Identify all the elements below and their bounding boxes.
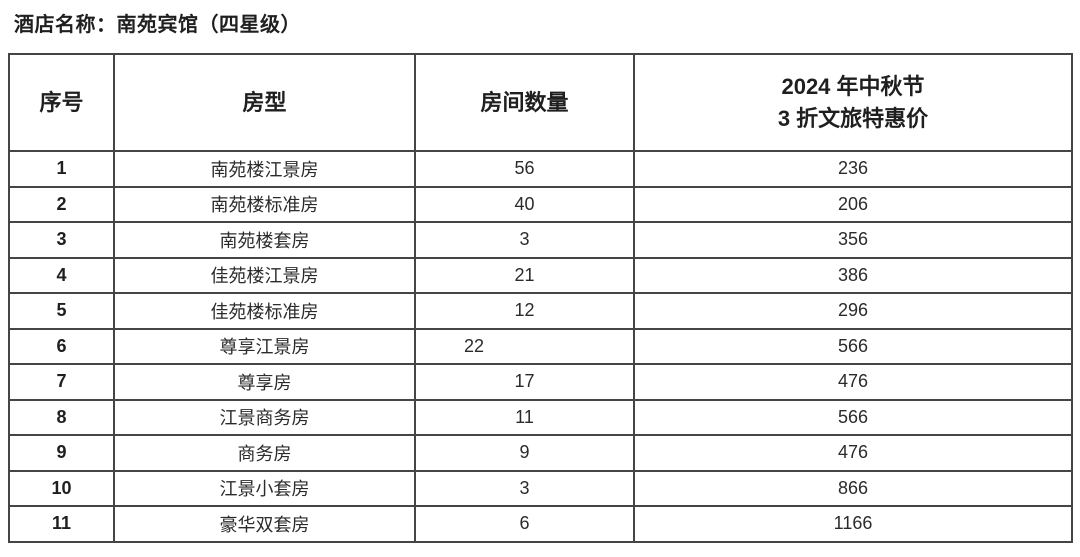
header-serial: 序号 xyxy=(8,53,115,152)
serial-cell: 11 xyxy=(8,505,115,543)
table-row: 1 南苑楼江景房 56 236 xyxy=(8,150,1073,188)
price-cell: 296 xyxy=(633,292,1073,330)
room-type-cell: 尊享江景房 xyxy=(113,327,416,365)
price-cell: 236 xyxy=(633,150,1073,188)
serial-cell: 2 xyxy=(8,185,115,223)
table-row: 8 江景商务房 11 566 xyxy=(8,398,1073,436)
quantity-cell: 6 xyxy=(414,505,635,543)
room-type-cell: 南苑楼套房 xyxy=(113,221,416,259)
price-cell: 206 xyxy=(633,185,1073,223)
price-cell: 356 xyxy=(633,221,1073,259)
quantity-cell: 21 xyxy=(414,256,635,294)
price-cell: 386 xyxy=(633,256,1073,294)
table-row: 11 豪华双套房 6 1166 xyxy=(8,505,1073,543)
table-row: 4 佳苑楼江景房 21 386 xyxy=(8,256,1073,294)
serial-cell: 6 xyxy=(8,327,115,365)
page-title: 酒店名称：南苑宾馆（四星级） xyxy=(14,14,301,36)
table-row: 3 南苑楼套房 3 356 xyxy=(8,221,1073,259)
serial-cell: 7 xyxy=(8,363,115,401)
header-quantity: 房间数量 xyxy=(414,53,635,152)
table-row: 10 江景小套房 3 866 xyxy=(8,469,1073,507)
quantity-cell: 11 xyxy=(414,398,635,436)
table-row: 7 尊享房 17 476 xyxy=(8,363,1073,401)
quantity-cell: 12 xyxy=(414,292,635,330)
quantity-cell: 17 xyxy=(414,363,635,401)
price-cell: 566 xyxy=(633,398,1073,436)
serial-cell: 3 xyxy=(8,221,115,259)
quantity-cell: 56 xyxy=(414,150,635,188)
quantity-cell: 22 xyxy=(414,327,635,365)
quantity-cell: 40 xyxy=(414,185,635,223)
room-type-cell: 南苑楼江景房 xyxy=(113,150,416,188)
price-cell: 566 xyxy=(633,327,1073,365)
quantity-cell: 9 xyxy=(414,434,635,472)
room-type-cell: 佳苑楼标准房 xyxy=(113,292,416,330)
room-type-cell: 佳苑楼江景房 xyxy=(113,256,416,294)
room-type-cell: 江景商务房 xyxy=(113,398,416,436)
table-row: 5 佳苑楼标准房 12 296 xyxy=(8,292,1073,330)
table-row: 9 商务房 9 476 xyxy=(8,434,1073,472)
room-type-cell: 江景小套房 xyxy=(113,469,416,507)
room-type-cell: 尊享房 xyxy=(113,363,416,401)
serial-cell: 9 xyxy=(8,434,115,472)
serial-cell: 5 xyxy=(8,292,115,330)
serial-cell: 8 xyxy=(8,398,115,436)
price-cell: 476 xyxy=(633,434,1073,472)
header-price-line2: 3 折文旅特惠价 xyxy=(777,105,929,131)
room-type-cell: 豪华双套房 xyxy=(113,505,416,543)
price-cell: 476 xyxy=(633,363,1073,401)
quantity-cell: 3 xyxy=(414,469,635,507)
serial-cell: 4 xyxy=(8,256,115,294)
table-row: 6 尊享江景房 22 566 xyxy=(8,327,1073,365)
room-type-cell: 南苑楼标准房 xyxy=(113,185,416,223)
price-cell: 1166 xyxy=(633,505,1073,543)
serial-cell: 10 xyxy=(8,469,115,507)
quantity-cell: 3 xyxy=(414,221,635,259)
header-price: 2024 年中秋节 3 折文旅特惠价 xyxy=(633,53,1073,152)
table-row: 2 南苑楼标准房 40 206 xyxy=(8,185,1073,223)
price-cell: 866 xyxy=(633,469,1073,507)
hotel-price-table: 序号 房型 房间数量 2024 年中秋节 3 折文旅特惠价 1 南苑楼江景房 5… xyxy=(8,53,1073,543)
header-room-type: 房型 xyxy=(113,53,416,152)
header-price-line1: 2024 年中秋节 xyxy=(781,73,925,99)
serial-cell: 1 xyxy=(8,150,115,188)
table-header-row: 序号 房型 房间数量 2024 年中秋节 3 折文旅特惠价 xyxy=(8,53,1073,152)
room-type-cell: 商务房 xyxy=(113,434,416,472)
